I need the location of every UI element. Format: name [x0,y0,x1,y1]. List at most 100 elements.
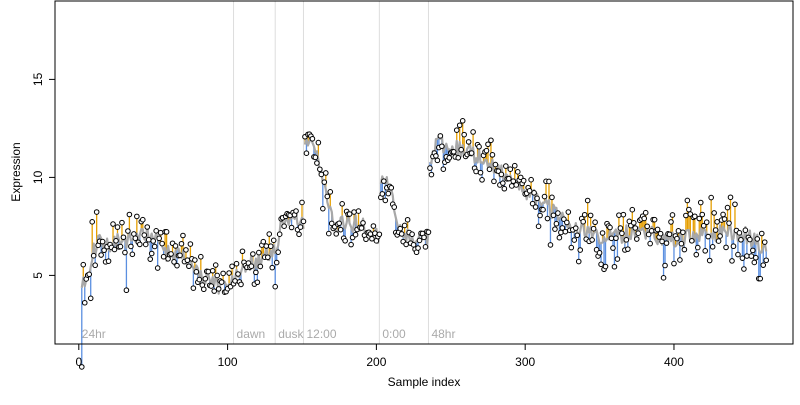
data-point [511,162,518,169]
data-point [714,219,720,225]
data-point [250,251,256,257]
phase-labels: 24hr dawn dusk 12:00 0:00 48hr [82,327,456,341]
data-point [388,184,395,191]
data-point [385,190,392,197]
data-point [369,235,375,242]
data-point [662,262,668,269]
data-point [178,240,185,247]
data-point [320,205,326,212]
data-points [78,118,770,370]
data-point [324,193,331,200]
data-point [697,199,704,206]
data-point [300,218,307,225]
data-point [215,286,222,292]
data-point [351,209,357,215]
data-point [485,141,491,148]
data-point [192,257,198,263]
data-point [437,133,444,139]
data-point [660,275,667,281]
data-point [129,251,136,258]
data-point [763,257,770,264]
data-point [479,177,485,183]
data-point [498,171,505,178]
data-point [352,231,359,238]
data-point [459,118,466,124]
data-point [253,269,259,276]
data-point [404,216,411,223]
data-point [147,256,154,262]
data-point [325,230,332,237]
data-point [575,258,582,265]
data-point [336,220,342,227]
data-point [520,177,527,184]
data-point [559,225,566,231]
data-point [211,288,218,294]
data-point [376,231,383,238]
data-point [105,258,112,264]
data-point [680,229,686,236]
data-point [99,238,106,245]
data-point [235,271,241,277]
data-point [440,166,447,172]
data-point [322,170,329,176]
data-point [541,193,548,200]
data-point [458,146,464,153]
data-point [212,262,219,268]
data-point [303,150,310,157]
data-point [157,229,164,236]
data-point [267,243,274,250]
data-point [617,225,624,231]
data-point [535,223,542,230]
data-point [619,230,625,237]
data-point [590,225,597,232]
data-point [297,224,304,230]
data-point [645,231,652,238]
data-point [416,237,423,244]
data-point [572,225,579,231]
data-point [674,235,680,242]
data-point [153,228,159,234]
data-point [711,210,717,216]
data-point [735,251,741,258]
data-point [729,258,735,264]
data-point [193,269,200,275]
data-point [715,238,722,244]
y-tick-label: 10 [31,170,45,184]
data-point [309,135,316,142]
data-point [86,271,93,278]
data-point [534,195,540,202]
data-point [453,127,460,133]
data-point [580,218,587,225]
data-point [312,154,319,161]
data-point [209,267,216,274]
data-point [272,283,279,290]
data-point [659,238,665,245]
data-point [724,204,731,211]
phase-label: 0:00 [382,327,406,341]
data-point [614,256,621,262]
data-point [119,219,125,226]
data-point [616,212,622,218]
data-point [642,209,649,216]
data-point [694,244,701,251]
data-point [700,222,707,229]
data-point [483,147,490,154]
data-point [276,231,283,237]
data-point [558,229,564,236]
data-point [613,235,619,242]
data-point [644,223,650,230]
data-point [669,212,676,218]
data-point [264,254,271,261]
data-point [145,236,152,243]
data-point [111,246,118,253]
data-point [691,213,698,220]
data-point [80,261,87,268]
data-point [721,216,728,222]
data-point [748,253,755,259]
data-point [684,197,691,204]
data-point [403,241,409,248]
data-point [736,230,743,236]
data-point [125,228,131,234]
data-point [337,226,344,233]
data-point [492,161,499,168]
